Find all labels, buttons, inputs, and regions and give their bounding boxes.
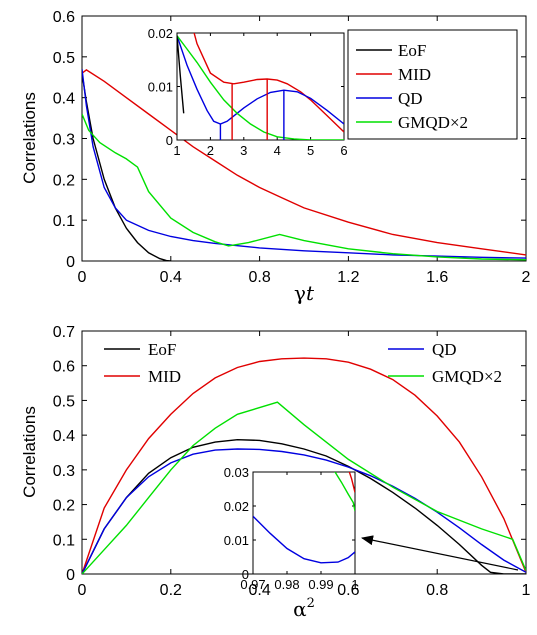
top-line-gmqd <box>82 113 526 261</box>
inset-bottom-line-mid <box>348 472 355 493</box>
top-xtick-label: 0.4 <box>160 269 182 286</box>
inset-bottom-series-group <box>253 472 355 564</box>
top-line-eof <box>82 73 171 261</box>
top-xtick-label: 0 <box>78 269 87 286</box>
inset-top-xtick-label: 2 <box>207 143 214 158</box>
inset-bottom-ytick-label: 0.03 <box>224 465 249 480</box>
inset-top-xtick-label: 4 <box>274 143 281 158</box>
bottom-xtick-label: 0.4 <box>248 582 270 599</box>
bottom-line-qd <box>82 448 526 574</box>
inset-top-line-gmqd <box>177 35 344 140</box>
bottom-ytick-label: 0 <box>66 567 75 584</box>
inset-bottom-xtick-label: 1 <box>351 577 358 592</box>
inset-top-ytick-label: 0 <box>166 133 173 148</box>
bottom-ytick-label: 0.7 <box>53 324 75 341</box>
top-xtick-label: 1.2 <box>337 269 359 286</box>
bottom-series-group <box>82 357 526 574</box>
top-series-group <box>82 69 526 261</box>
chart-alpha-squared: Correlations α2 0 0.2 0.4 0.6 0.8 1 0 0.1 0.2 0.3… <box>20 324 531 621</box>
bottom-line-mid <box>82 357 526 574</box>
bottom-ytick-label: 0.4 <box>53 428 75 445</box>
legend-bottom-label-eof: EoF <box>148 340 176 359</box>
ylabel-bottom: Correlations <box>20 406 39 498</box>
legend-top-label-mid: MID <box>398 65 431 84</box>
bottom-ytick-label: 0.1 <box>53 532 75 549</box>
legend-top-label-eof: EoF <box>398 41 426 60</box>
inset-bottom-xtick-label: 0.98 <box>274 577 299 592</box>
inset-bottom-ytick-label: 0.01 <box>224 533 249 548</box>
inset-bottom-ytick-label: 0 <box>242 567 249 582</box>
chart-decay-gamma-t: Correlations γt 0 0.4 0.8 1.2 1.6 2 0 0.1 0.2 0.3… <box>20 9 531 305</box>
inset-bottom-line-gmqd <box>334 472 355 512</box>
inset-bottom-line-qd <box>253 515 355 564</box>
top-ytick-label: 0.4 <box>53 91 75 108</box>
legend-bottom-label-qd: QD <box>432 340 457 359</box>
top-ytick-label: 0.3 <box>53 132 75 149</box>
top-ytick-label: 0 <box>66 254 75 271</box>
xlabel-bottom: α2 <box>293 596 315 621</box>
inset-top-axes-frame <box>176 32 345 141</box>
top-ytick-label: 0.6 <box>53 9 75 26</box>
bottom-xtick-label: 0 <box>78 582 87 599</box>
top-xtick-label: 2 <box>522 269 531 286</box>
legend-bottom: EoF MID QD GMQD×2 <box>104 340 502 386</box>
top-ytick-label: 0.1 <box>53 213 75 230</box>
bottom-line-eof <box>82 438 526 574</box>
legend-top: EoF MID QD GMQD×2 <box>347 29 518 140</box>
inset-top-xtick-label: 3 <box>240 143 247 158</box>
bottom-xtick-label: 1 <box>522 582 531 599</box>
inset-top-ytick-label: 0.01 <box>148 80 173 95</box>
inset-bottom-xtick-label: 0.97 <box>240 577 265 592</box>
inset-top-xtick-label: 1 <box>173 143 180 158</box>
inset-bottom-axes-frame <box>252 471 356 575</box>
inset-top-line-qd <box>177 35 344 125</box>
legend-bottom-label-mid: MID <box>148 367 181 386</box>
top-xtick-label: 1.6 <box>426 269 448 286</box>
legend-bottom-label-gmqd: GMQD×2 <box>432 367 502 386</box>
top-line-mid <box>82 69 526 256</box>
inset-top: 1 2 3 4 5 6 0 0.01 0.02 <box>148 26 348 158</box>
bottom-ytick-label: 0.6 <box>53 359 75 376</box>
legend-top-label-qd: QD <box>398 89 423 108</box>
inset-bottom-ytick-label: 0.02 <box>224 499 249 514</box>
bottom-xtick-label: 0.6 <box>337 582 359 599</box>
top-ytick-label: 0.2 <box>53 172 75 189</box>
inset-top-line-eof <box>177 35 185 114</box>
top-xtick-label: 0.8 <box>248 269 270 286</box>
bottom-ytick-label: 0.3 <box>53 463 75 480</box>
inset-top-xtick-label: 6 <box>340 143 347 158</box>
bottom-xtick-label: 0.2 <box>160 582 182 599</box>
bottom-xtick-label: 0.8 <box>426 582 448 599</box>
annotation-arrow <box>361 535 519 571</box>
inset-top-ytick-label: 0.02 <box>148 26 173 41</box>
bottom-ytick-label: 0.5 <box>53 393 75 410</box>
inset-top-markers <box>219 79 285 140</box>
inset-bottom: 0.97 0.98 0.99 1 0 0.01 0.02 0.03 <box>224 465 359 592</box>
inset-bottom-xtick-label: 0.99 <box>308 577 333 592</box>
inset-top-xtick-label: 5 <box>307 143 314 158</box>
ylabel-top: Correlations <box>20 92 39 184</box>
legend-top-label-gmqd: GMQD×2 <box>398 113 468 132</box>
legend-top-box <box>347 29 518 140</box>
bottom-line-gmqd <box>82 401 526 574</box>
xlabel-top: γt <box>294 281 315 305</box>
bottom-ytick-label: 0.2 <box>53 498 75 515</box>
top-ytick-label: 0.5 <box>53 50 75 67</box>
inset-top-series-group <box>177 33 344 140</box>
